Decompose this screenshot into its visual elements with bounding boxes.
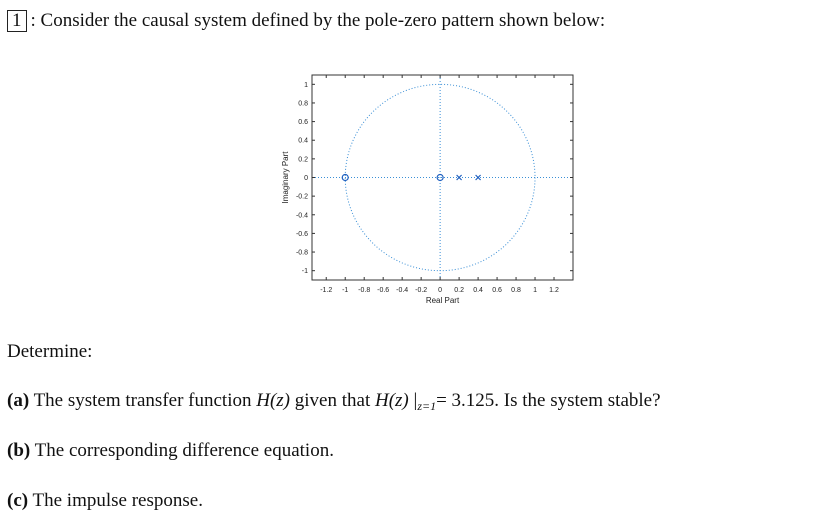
x-tick-label: -0.6: [377, 287, 389, 294]
part-a-text2: given that: [290, 390, 375, 411]
x-tick-label: 0: [438, 287, 442, 294]
y-tick-label: 0.2: [298, 156, 308, 163]
problem-number: 1: [7, 10, 27, 32]
part-a-hz2: H(z): [374, 390, 409, 411]
part-a-hz: H(z): [256, 390, 291, 411]
part-b-text: The corresponding difference equation.: [34, 440, 334, 461]
pole-marker: [475, 174, 482, 181]
x-tick-label: -1.2: [320, 287, 332, 294]
x-axis-label: Real Part: [426, 296, 460, 305]
x-tick-label: 0.8: [511, 287, 521, 294]
y-tick-label: -0.2: [296, 194, 308, 201]
y-tick-label: 0.8: [298, 100, 308, 107]
zero-marker: [341, 173, 349, 182]
y-tick-label: 0: [304, 175, 308, 182]
part-c: (c) The impulse response.: [7, 490, 203, 512]
part-c-label: (c): [7, 490, 29, 511]
y-axis-label: Imaginary Part: [281, 151, 290, 204]
y-tick-label: -0.4: [296, 212, 308, 219]
y-tick-label: -0.6: [296, 231, 308, 238]
part-c-text: The impulse response.: [32, 490, 203, 511]
y-tick-label: 0.6: [298, 119, 308, 126]
x-tick-label: -0.8: [358, 287, 370, 294]
problem-text: : Consider the causal system defined by …: [30, 10, 606, 31]
plot-frame: [311, 74, 574, 281]
x-tick-label: 0.6: [492, 287, 502, 294]
y-tick-label: -0.8: [296, 250, 308, 257]
part-a-label: (a): [7, 390, 30, 411]
part-b-label: (b): [7, 440, 31, 461]
determine-heading: Determine:: [7, 341, 93, 362]
part-a-text3: = 3.125. Is the system stable?: [436, 390, 661, 411]
part-a-sub: z=1: [417, 399, 437, 413]
pole-marker: [456, 174, 463, 181]
part-a-text1: The system transfer function: [33, 390, 257, 411]
x-tick-label: -1: [342, 287, 348, 294]
part-a: (a) The system transfer function H(z) gi…: [7, 390, 661, 414]
pole-zero-svg: -1.2 -1 -0.8 -0.6 -0.4 -0.2 0 0.2 0.4 0.6 0.8 1 1.2 1…: [281, 74, 574, 305]
x-tick-label: -0.2: [415, 287, 427, 294]
y-tick-label: 0.4: [298, 138, 308, 145]
x-tick-label: 0.4: [473, 287, 483, 294]
part-b: (b) The corresponding difference equatio…: [7, 440, 334, 462]
zero-marker: [436, 173, 444, 182]
x-tick-label: -0.4: [396, 287, 408, 294]
y-tick-label: -1: [302, 268, 308, 275]
y-tick-label: 1: [304, 82, 308, 89]
x-tick-label: 1.2: [549, 287, 559, 294]
x-tick-label: 1: [533, 287, 537, 294]
x-tick-label: 0.2: [454, 287, 464, 294]
part-a-bar: |: [408, 390, 418, 411]
problem-statement: 1: Consider the causal system defined by…: [7, 10, 605, 32]
pole-zero-plot: -1.2 -1 -0.8 -0.6 -0.4 -0.2 0 0.2 0.4 0.6 0.8 1 1.2 1…: [270, 70, 590, 310]
